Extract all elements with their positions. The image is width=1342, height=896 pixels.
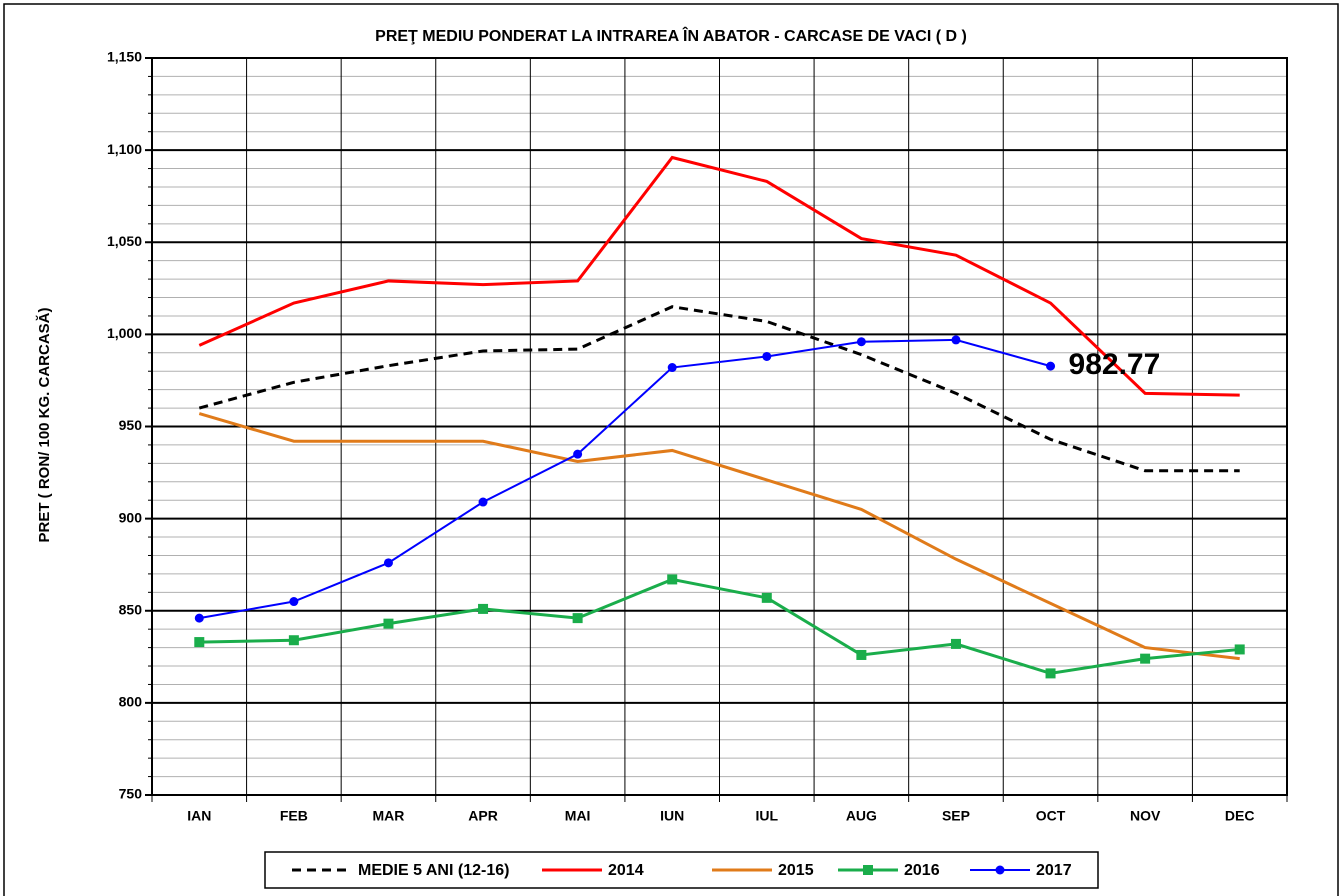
x-tick-label: MAI	[565, 808, 591, 824]
x-tick-label: APR	[468, 808, 498, 824]
marker	[194, 613, 204, 623]
marker	[762, 351, 772, 361]
legend-label: 2017	[1036, 862, 1072, 879]
x-tick-label: IAN	[187, 808, 211, 824]
marker	[856, 337, 866, 347]
y-tick-label: 950	[119, 417, 143, 433]
legend-label: 2016	[904, 862, 940, 879]
grid	[145, 57, 1288, 802]
plot-border	[151, 57, 1288, 796]
marker	[667, 363, 677, 373]
x-tick-label: NOV	[1130, 808, 1161, 824]
legend-marker	[995, 865, 1005, 875]
x-tick-label: DEC	[1225, 808, 1255, 824]
y-axis-label: PRET ( RON/ 100 KG. CARCASĂ)	[36, 307, 53, 542]
y-tick-label: 1,050	[107, 233, 142, 249]
y-tick-label: 1,100	[107, 141, 142, 157]
marker	[1140, 653, 1151, 664]
series-line	[198, 155, 1240, 397]
marker	[478, 497, 488, 507]
marker	[1045, 668, 1056, 679]
legend-marker	[863, 865, 873, 875]
legend-label: 2015	[778, 862, 814, 879]
marker	[289, 597, 299, 607]
marker	[572, 613, 583, 624]
chart-title: PREŢ MEDIU PONDERAT LA INTRAREA ÎN ABATO…	[375, 26, 967, 45]
marker	[478, 603, 489, 614]
y-tick-label: 800	[119, 694, 143, 710]
series-line	[199, 577, 1240, 675]
marker	[1234, 644, 1245, 655]
x-tick-label: IUN	[660, 808, 684, 824]
series-line	[199, 338, 1051, 620]
marker	[667, 574, 678, 585]
marker	[194, 637, 205, 648]
x-tick-label: FEB	[280, 808, 308, 824]
y-tick-label: 1,150	[107, 49, 142, 65]
x-tick-label: OCT	[1036, 808, 1066, 824]
marker	[950, 638, 961, 649]
marker	[1046, 361, 1056, 371]
data-label: 982.77	[1069, 348, 1161, 381]
y-tick-label: 900	[119, 509, 143, 525]
legend-label: MEDIE 5 ANI (12-16)	[358, 862, 509, 879]
marker	[288, 635, 299, 646]
marker	[383, 618, 394, 629]
marker	[856, 649, 867, 660]
marker	[951, 335, 961, 345]
y-tick-label: 750	[119, 786, 143, 802]
x-tick-label: AUG	[846, 808, 877, 824]
x-tick-label: IUL	[756, 808, 779, 824]
marker	[761, 592, 772, 603]
legend-label: 2014	[608, 862, 644, 879]
x-tick-label: MAR	[373, 808, 405, 824]
x-tick-label: SEP	[942, 808, 970, 824]
marker	[383, 558, 393, 568]
y-tick-label: 1,000	[107, 325, 142, 341]
series-line	[198, 305, 1240, 473]
series-line	[198, 412, 1240, 661]
legend	[264, 851, 1099, 889]
y-tick-label: 850	[119, 601, 143, 617]
series	[194, 155, 1245, 679]
marker	[573, 449, 583, 459]
